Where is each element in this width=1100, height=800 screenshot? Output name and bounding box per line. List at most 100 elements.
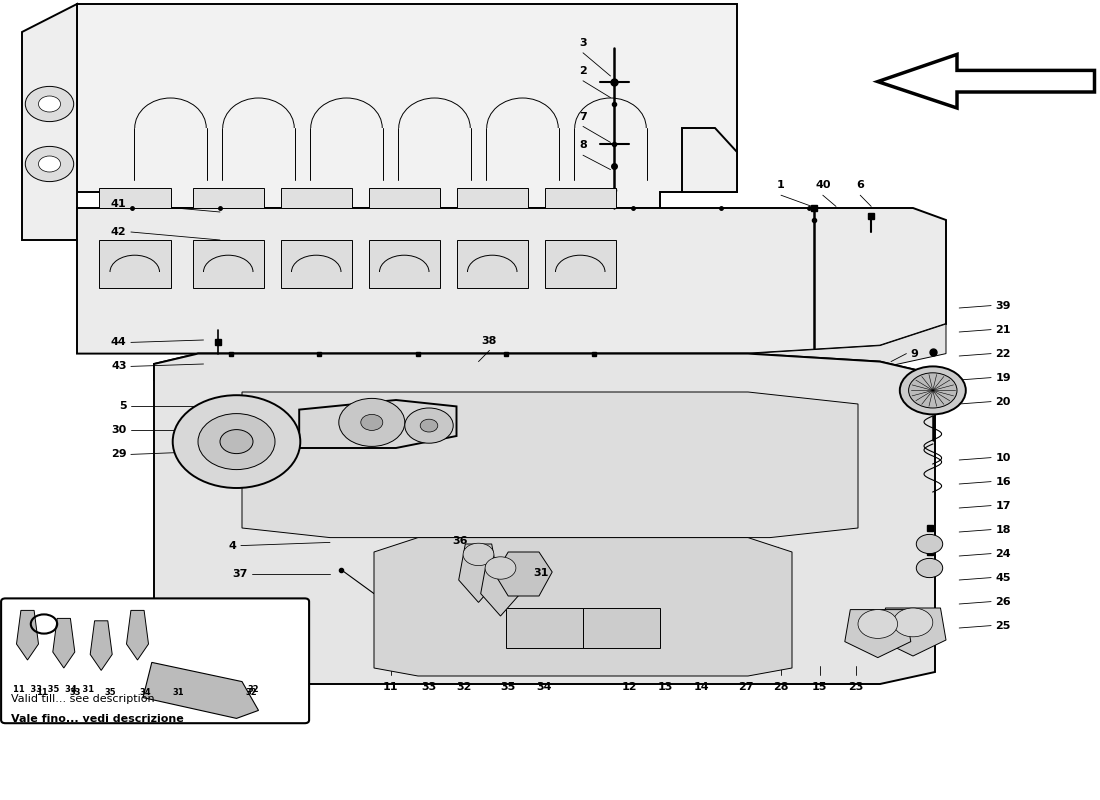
Polygon shape — [126, 610, 148, 660]
Bar — [544, 188, 616, 208]
Circle shape — [463, 543, 494, 566]
Polygon shape — [154, 354, 935, 684]
Bar — [99, 240, 170, 288]
Text: 13: 13 — [658, 682, 673, 691]
Text: 35: 35 — [500, 682, 516, 691]
Text: 10: 10 — [996, 453, 1011, 462]
Text: Valid till... see description: Valid till... see description — [11, 694, 155, 704]
Text: 45: 45 — [996, 573, 1011, 582]
Polygon shape — [299, 400, 456, 448]
Text: 5: 5 — [119, 402, 126, 411]
Circle shape — [909, 373, 957, 408]
Polygon shape — [242, 392, 858, 538]
Polygon shape — [481, 558, 520, 616]
Text: 32: 32 — [456, 682, 472, 691]
Text: 16: 16 — [996, 477, 1011, 486]
Text: 32: 32 — [248, 685, 260, 694]
Polygon shape — [878, 54, 1094, 108]
Bar — [99, 188, 170, 208]
Text: 33: 33 — [421, 682, 437, 691]
Text: 8: 8 — [579, 141, 587, 150]
Text: 7: 7 — [579, 111, 587, 122]
Polygon shape — [374, 538, 792, 676]
Text: 11: 11 — [36, 688, 47, 697]
Text: 30: 30 — [111, 426, 126, 435]
Bar — [192, 188, 264, 208]
Circle shape — [420, 419, 438, 432]
Text: 28: 28 — [773, 682, 789, 691]
Text: 42: 42 — [111, 227, 126, 237]
Text: 38: 38 — [482, 336, 497, 346]
Text: 35: 35 — [104, 688, 116, 697]
Bar — [583, 608, 660, 648]
Text: 20: 20 — [996, 397, 1011, 406]
Text: 18: 18 — [996, 525, 1011, 534]
Text: 27: 27 — [738, 682, 754, 691]
Circle shape — [916, 558, 943, 578]
Text: 14: 14 — [694, 682, 710, 691]
Circle shape — [39, 156, 60, 172]
Polygon shape — [154, 354, 935, 392]
Bar — [368, 188, 440, 208]
Text: 2: 2 — [579, 66, 587, 76]
Bar — [456, 188, 528, 208]
Polygon shape — [459, 544, 498, 602]
Bar — [506, 608, 583, 648]
FancyBboxPatch shape — [1, 598, 309, 723]
Text: 19: 19 — [996, 373, 1011, 382]
Polygon shape — [143, 662, 258, 718]
Circle shape — [198, 414, 275, 470]
Text: 11  33  35  34  31: 11 33 35 34 31 — [13, 685, 95, 694]
Text: 24: 24 — [996, 549, 1011, 558]
Polygon shape — [880, 608, 946, 656]
Circle shape — [25, 146, 74, 182]
Bar — [368, 240, 440, 288]
Circle shape — [39, 96, 60, 112]
Bar — [544, 240, 616, 288]
Circle shape — [485, 557, 516, 579]
Circle shape — [405, 408, 453, 443]
Text: 36: 36 — [452, 536, 468, 546]
Circle shape — [361, 414, 383, 430]
Circle shape — [858, 610, 898, 638]
Text: 26: 26 — [996, 597, 1011, 606]
Text: 1: 1 — [777, 180, 785, 190]
Text: 11085: 11085 — [652, 446, 822, 546]
Text: 21: 21 — [996, 325, 1011, 334]
Polygon shape — [22, 4, 77, 240]
Text: Vale fino... vedi descrizione: Vale fino... vedi descrizione — [11, 714, 184, 723]
Text: 37: 37 — [232, 570, 248, 579]
Text: 23: 23 — [848, 682, 864, 691]
Circle shape — [339, 398, 405, 446]
Text: 25: 25 — [996, 621, 1011, 630]
Polygon shape — [748, 324, 946, 372]
Polygon shape — [77, 4, 737, 208]
Text: 17: 17 — [996, 501, 1011, 510]
Text: 43: 43 — [111, 362, 126, 371]
Polygon shape — [90, 621, 112, 670]
Circle shape — [173, 395, 300, 488]
Text: passionforparts: passionforparts — [393, 329, 707, 471]
Text: 15: 15 — [812, 682, 827, 691]
Text: 31: 31 — [534, 568, 549, 578]
Circle shape — [893, 608, 933, 637]
Bar — [456, 240, 528, 288]
Polygon shape — [77, 208, 946, 354]
Text: 11: 11 — [383, 682, 398, 691]
Text: 22: 22 — [996, 349, 1011, 358]
Text: 39: 39 — [996, 301, 1011, 310]
Text: 4: 4 — [229, 541, 236, 550]
Text: 9: 9 — [911, 349, 918, 358]
Text: 41: 41 — [111, 199, 126, 209]
Circle shape — [220, 430, 253, 454]
Bar — [280, 240, 352, 288]
Circle shape — [900, 366, 966, 414]
Polygon shape — [53, 618, 75, 668]
Text: 31: 31 — [173, 688, 184, 697]
Text: 29: 29 — [111, 450, 126, 459]
Polygon shape — [495, 552, 552, 596]
Text: 12: 12 — [621, 682, 637, 691]
Text: 32: 32 — [245, 688, 256, 697]
Text: 3: 3 — [580, 38, 586, 48]
Polygon shape — [845, 610, 911, 658]
